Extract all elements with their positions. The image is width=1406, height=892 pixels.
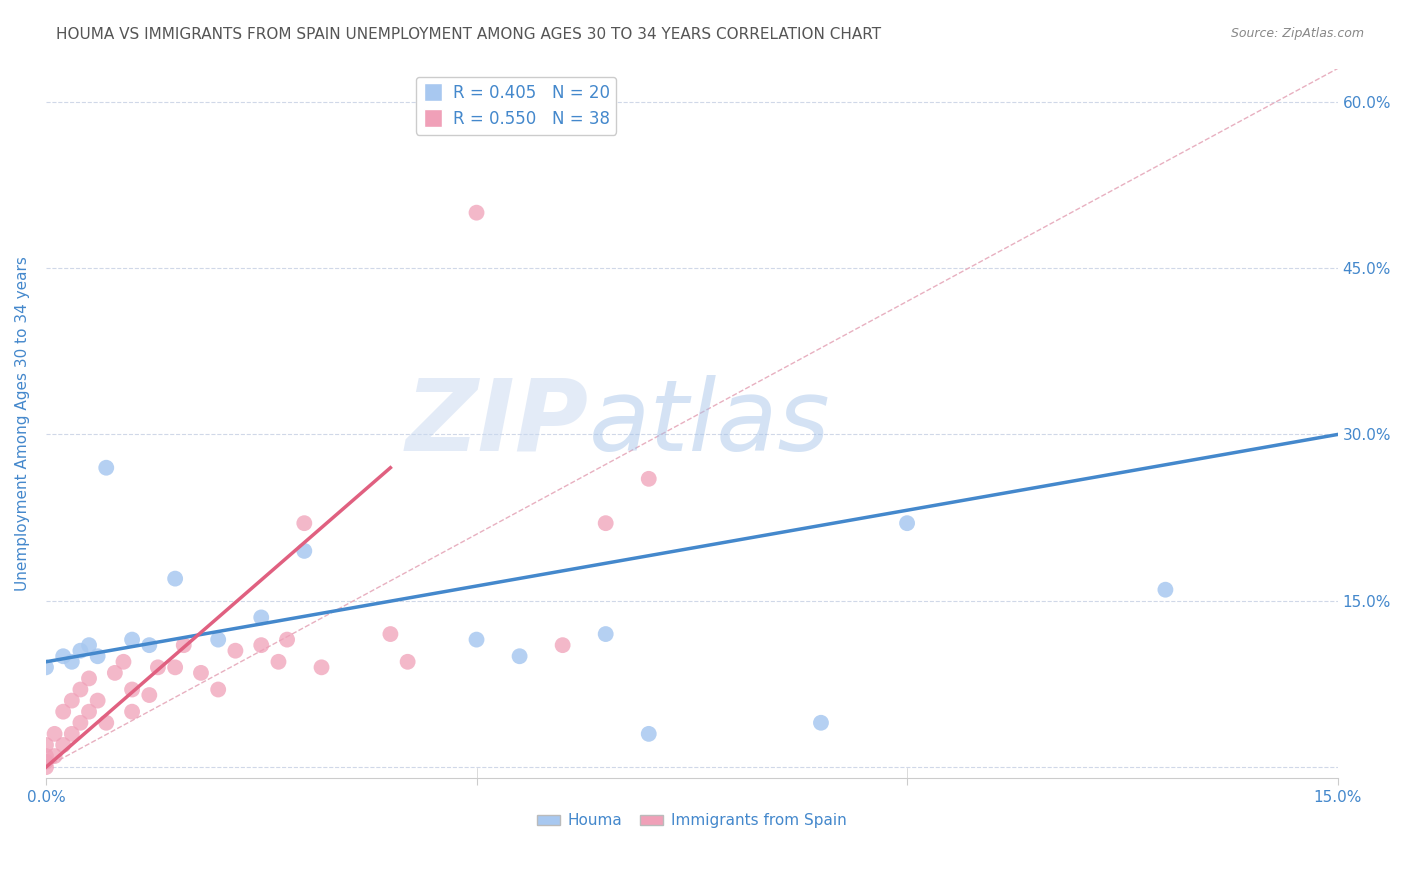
Point bbox=[121, 632, 143, 647]
Point bbox=[267, 655, 290, 669]
Point bbox=[207, 682, 229, 697]
Point bbox=[810, 715, 832, 730]
Point bbox=[52, 705, 75, 719]
Point bbox=[104, 665, 127, 680]
Point bbox=[207, 632, 229, 647]
Text: ZIP: ZIP bbox=[405, 375, 589, 472]
Point bbox=[96, 715, 118, 730]
Point bbox=[86, 649, 108, 664]
Point bbox=[465, 205, 488, 219]
Point bbox=[35, 755, 58, 769]
Point bbox=[121, 705, 143, 719]
Text: Source: ZipAtlas.com: Source: ZipAtlas.com bbox=[1230, 27, 1364, 40]
Point bbox=[595, 627, 617, 641]
Point bbox=[292, 516, 315, 531]
Point bbox=[60, 693, 83, 707]
Point bbox=[77, 638, 100, 652]
Point bbox=[380, 627, 402, 641]
Text: HOUMA VS IMMIGRANTS FROM SPAIN UNEMPLOYMENT AMONG AGES 30 TO 34 YEARS CORRELATIO: HOUMA VS IMMIGRANTS FROM SPAIN UNEMPLOYM… bbox=[56, 27, 882, 42]
Point bbox=[292, 544, 315, 558]
Point bbox=[52, 738, 75, 752]
Point bbox=[35, 749, 58, 764]
Point bbox=[250, 638, 273, 652]
Point bbox=[112, 655, 135, 669]
Point bbox=[396, 655, 419, 669]
Point bbox=[276, 632, 298, 647]
Point bbox=[35, 738, 58, 752]
Point bbox=[465, 632, 488, 647]
Point bbox=[165, 660, 187, 674]
Point bbox=[173, 638, 195, 652]
Point bbox=[551, 638, 574, 652]
Text: atlas: atlas bbox=[589, 375, 830, 472]
Point bbox=[35, 760, 58, 774]
Point bbox=[138, 638, 160, 652]
Point bbox=[69, 643, 91, 657]
Point bbox=[77, 672, 100, 686]
Point bbox=[35, 660, 58, 674]
Point bbox=[69, 715, 91, 730]
Point bbox=[44, 749, 66, 764]
Point bbox=[60, 655, 83, 669]
Point bbox=[224, 643, 246, 657]
Legend: Houma, Immigrants from Spain: Houma, Immigrants from Spain bbox=[530, 807, 853, 834]
Point bbox=[77, 705, 100, 719]
Point bbox=[96, 460, 118, 475]
Point bbox=[60, 727, 83, 741]
Point bbox=[509, 649, 531, 664]
Point bbox=[86, 693, 108, 707]
Point bbox=[595, 516, 617, 531]
Point bbox=[250, 610, 273, 624]
Point bbox=[311, 660, 333, 674]
Point bbox=[121, 682, 143, 697]
Y-axis label: Unemployment Among Ages 30 to 34 years: Unemployment Among Ages 30 to 34 years bbox=[15, 256, 30, 591]
Point bbox=[146, 660, 169, 674]
Point bbox=[190, 665, 212, 680]
Point bbox=[896, 516, 918, 531]
Point bbox=[138, 688, 160, 702]
Point bbox=[1154, 582, 1177, 597]
Point bbox=[52, 649, 75, 664]
Point bbox=[637, 472, 659, 486]
Point bbox=[637, 727, 659, 741]
Point bbox=[44, 727, 66, 741]
Point bbox=[69, 682, 91, 697]
Point bbox=[165, 572, 187, 586]
